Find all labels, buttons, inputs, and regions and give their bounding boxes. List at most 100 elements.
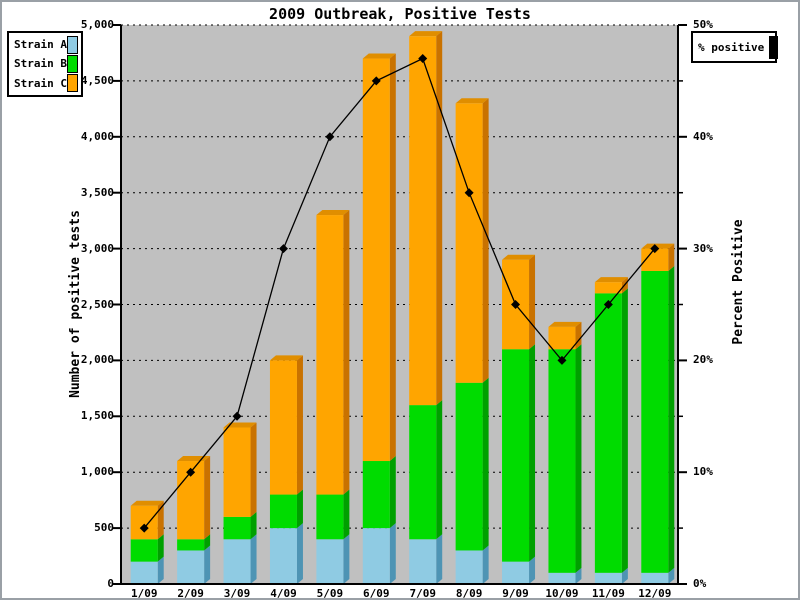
- bar-side-strain-a: [482, 545, 489, 584]
- y-axis-tick-label-4,000: 4,000: [80, 129, 114, 143]
- legend-item-strain-c: Strain C: [14, 74, 78, 93]
- bar-segment-strain-b-2/09: [177, 539, 205, 551]
- x-axis-tick-label-11/09: 11/09: [591, 587, 625, 600]
- bar-segment-strain-c-12/09: [641, 248, 669, 271]
- x-axis-tick-label-1/09: 1/09: [130, 587, 158, 600]
- bar-top: [409, 31, 443, 37]
- x-axis-tick-label-9/09: 9/09: [502, 587, 529, 600]
- bar-top: [641, 243, 675, 249]
- plot-background: [121, 25, 678, 584]
- line-marker-2/09: [186, 467, 196, 477]
- bar-segment-strain-c-4/09: [269, 360, 297, 495]
- x-axis-tick-label-4/09: 4/09: [270, 587, 297, 600]
- y-axis-tick-label-2,500: 2,500: [80, 297, 114, 311]
- bar-side-strain-a: [343, 534, 350, 584]
- line-marker-11/09: [603, 300, 613, 309]
- bar-side-strain-a: [204, 545, 211, 584]
- y-axis-tick-label-3,000: 3,000: [80, 241, 114, 255]
- bar-side-strain-c: [436, 31, 443, 406]
- line-marker-7/09: [418, 54, 428, 64]
- bar-segment-strain-c-10/09: [548, 326, 576, 350]
- bar-segment-strain-a-2/09: [177, 550, 205, 584]
- bar-segment-strain-a-9/09: [502, 561, 530, 584]
- bar-side-strain-b: [482, 377, 489, 551]
- bar-side-strain-b: [575, 344, 582, 573]
- bar-side-strain-b: [668, 265, 675, 573]
- bar-segment-strain-a-12/09: [641, 572, 669, 584]
- bar-top: [177, 456, 211, 462]
- bar-segment-strain-b-7/09: [409, 405, 437, 540]
- bar-top: [223, 422, 257, 428]
- bar-side-strain-a: [575, 567, 582, 584]
- y-axis-tick-label-500: 500: [94, 521, 114, 535]
- bar-segment-strain-c-7/09: [409, 36, 437, 406]
- x-axis-tick-label-6/09: 6/09: [363, 587, 390, 600]
- bar-segment-strain-b-6/09: [362, 461, 390, 529]
- x-axis-tick-label-8/09: 8/09: [455, 587, 483, 600]
- legend-swatch-strain-c: [66, 74, 78, 93]
- bar-segment-strain-b-9/09: [502, 349, 530, 562]
- plot-area: [113, 24, 687, 585]
- line-marker-1/09: [139, 523, 149, 533]
- legend-item-strain-b: Strain B: [14, 54, 78, 73]
- y-axis-tick-label-1,500: 1,500: [80, 409, 114, 423]
- bar-segment-strain-b-10/09: [548, 349, 576, 573]
- bar-side-strain-c: [250, 422, 257, 517]
- bar-side-strain-a: [389, 523, 396, 584]
- bar-side-strain-a: [296, 523, 303, 584]
- bar-segment-strain-c-6/09: [362, 58, 390, 462]
- bar-segment-strain-b-8/09: [455, 382, 483, 551]
- x-axis-tick-label-12/09: 12/09: [638, 587, 672, 600]
- bar-side-strain-c: [296, 355, 303, 495]
- y2-axis-tick-label-0%: 0%: [693, 577, 707, 590]
- bar-top: [502, 254, 536, 260]
- y-axis-tick-label-5,000: 5,000: [80, 18, 114, 31]
- percent-legend-box: % positive: [691, 31, 779, 63]
- bar-segment-strain-a-3/09: [223, 539, 251, 584]
- y-axis-tick-label-1,000: 1,000: [80, 465, 114, 479]
- line-marker-12/09: [650, 244, 660, 254]
- y-axis-tick-label-3,500: 3,500: [80, 185, 114, 199]
- bar-side-strain-a: [250, 534, 257, 584]
- y2-axis-tick-label-20%: 20%: [693, 353, 713, 367]
- legend-swatch-strain-b: [66, 54, 78, 73]
- bar-segment-strain-a-8/09: [455, 550, 483, 584]
- bar-top: [316, 210, 350, 216]
- y-axis-tick-label-0: 0: [107, 577, 114, 590]
- bar-side-strain-a: [436, 534, 443, 584]
- bar-side-strain-a: [668, 567, 675, 584]
- bar-top: [455, 98, 489, 104]
- bar-side-strain-a: [529, 556, 536, 584]
- right-axis-title: Percent Positive: [731, 219, 746, 345]
- bar-segment-strain-a-5/09: [316, 539, 344, 584]
- bar-segment-strain-a-4/09: [269, 528, 297, 584]
- bar-top: [548, 321, 582, 327]
- bar-side-strain-a: [621, 567, 628, 584]
- bar-top: [594, 277, 628, 283]
- bar-segment-strain-b-5/09: [316, 494, 344, 540]
- bar-segment-strain-c-5/09: [316, 215, 344, 495]
- chart-title: 2009 Outbreak, Positive Tests: [269, 5, 531, 23]
- bar-side-strain-c: [668, 243, 675, 271]
- bar-side-strain-b: [157, 534, 164, 562]
- legend-label-strain-c: Strain C: [14, 76, 67, 90]
- bar-side-strain-b: [204, 534, 211, 551]
- bar-side-strain-c: [204, 456, 211, 540]
- bar-segment-strain-b-1/09: [130, 539, 158, 562]
- bar-side-strain-c: [343, 210, 350, 495]
- legend-item-strain-a: Strain A: [14, 35, 78, 54]
- line-marker-10/09: [557, 355, 567, 365]
- bar-segment-strain-c-8/09: [455, 103, 483, 383]
- y2-axis-tick-label-40%: 40%: [693, 129, 713, 143]
- y-axis-tick-label-2,000: 2,000: [80, 353, 114, 367]
- bar-side-strain-c: [482, 98, 489, 383]
- bar-side-strain-b: [343, 489, 350, 540]
- bar-side-strain-c: [389, 53, 396, 462]
- y-axis-tick-label-4,500: 4,500: [80, 73, 114, 87]
- line-marker-5/09: [325, 132, 335, 142]
- line-marker-8/09: [464, 188, 474, 198]
- legend-label-strain-b: Strain B: [14, 57, 67, 71]
- bar-segment-strain-b-4/09: [269, 494, 297, 529]
- percent-line: [143, 57, 656, 529]
